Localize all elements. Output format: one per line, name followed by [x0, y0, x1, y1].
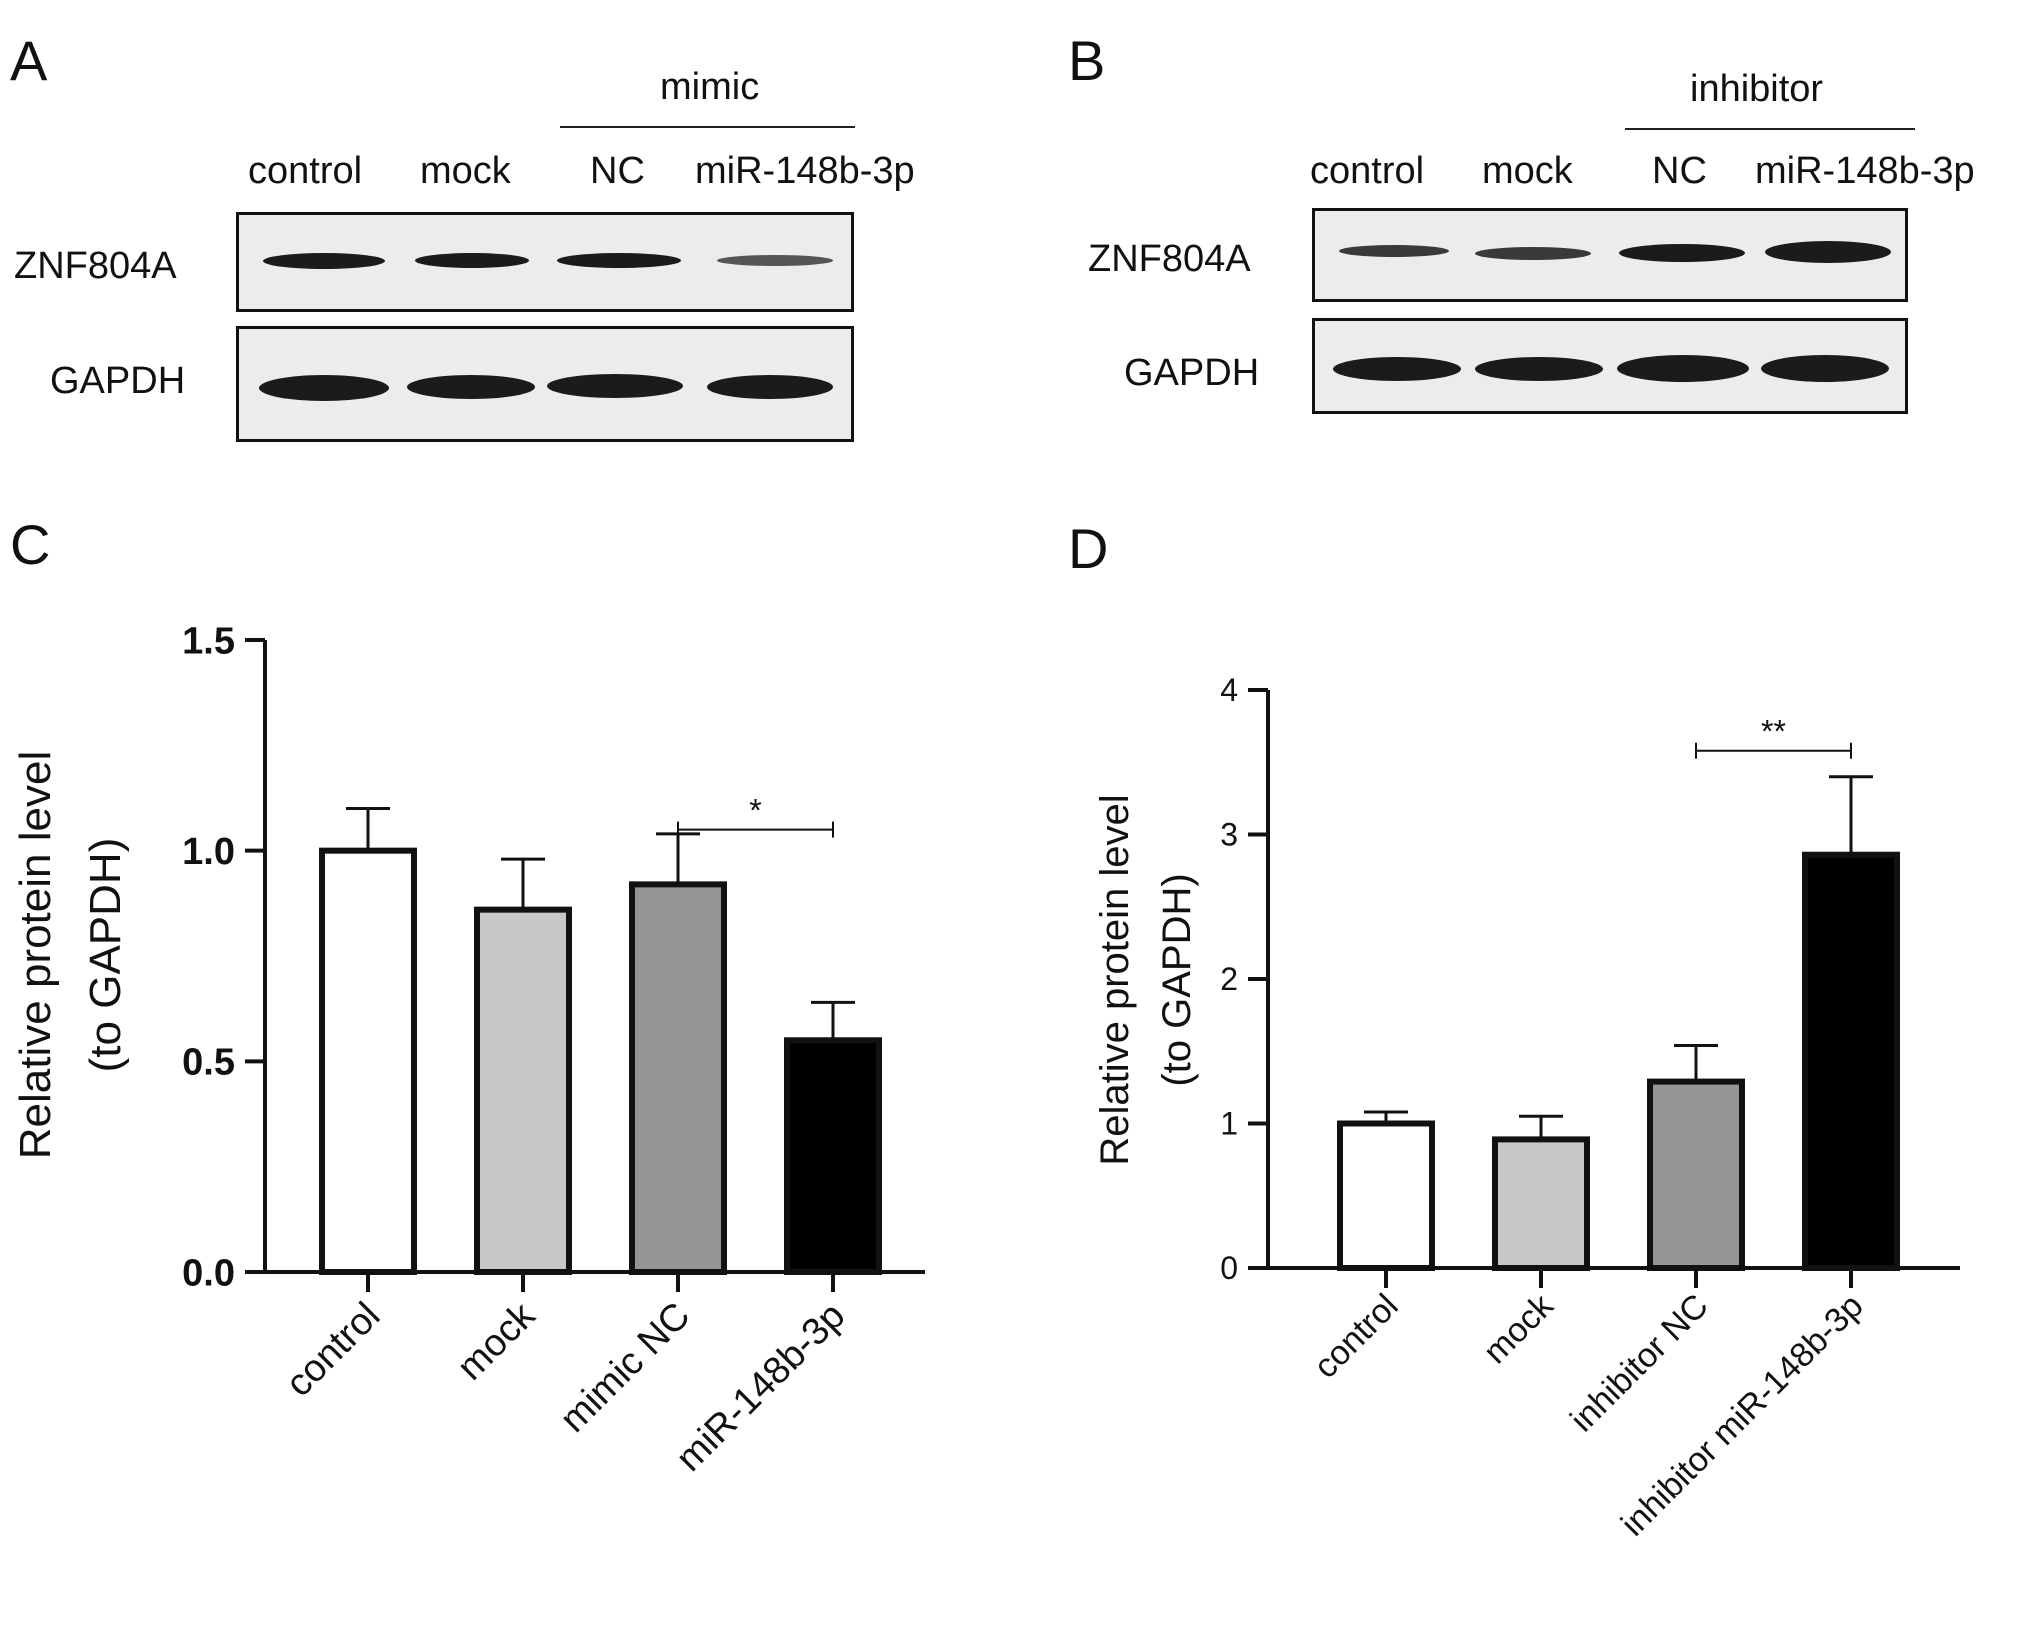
panel-b-lane-mock: mock [1482, 150, 1573, 192]
panel-a-lane-mir: miR-148b-3p [695, 150, 915, 192]
blot-band [547, 374, 683, 398]
panel-a-blot-gapdh [236, 326, 854, 442]
blot-band [1617, 355, 1749, 382]
blot-band [1333, 357, 1461, 381]
chart-c-bar-4 [784, 1037, 882, 1276]
chart-d-y-label-line2: (to GAPDH) [1155, 873, 1199, 1086]
panel-b-lane-nc: NC [1652, 150, 1707, 192]
chart-d-bar-3 [1647, 1078, 1745, 1271]
panel-b-lane-mir: miR-148b-3p [1755, 150, 1975, 192]
panel-a-blot-znf804a [236, 212, 854, 312]
panel-b-row-znf804a: ZNF804A [1088, 238, 1251, 280]
chart-d-y-tick-label: 4 [1220, 672, 1238, 708]
blot-band [1619, 244, 1745, 262]
blot-band [259, 375, 389, 401]
chart-c-y-tick-label: 1.5 [182, 620, 235, 662]
chart-d-y-label-line1: Relative protein level [1093, 794, 1137, 1165]
blot-band [1475, 357, 1603, 381]
chart-c-bar-3 [629, 881, 727, 1276]
panel-a-group-line [560, 126, 855, 128]
chart-c-y-label-line1: Relative protein level [11, 751, 60, 1159]
panel-b-letter: B [1068, 29, 1106, 92]
panel-a-lane-nc: NC [590, 150, 645, 192]
chart-d-bar-1 [1337, 1120, 1435, 1271]
panel-d-letter: D [1068, 517, 1109, 580]
chart-c-category-label: control [278, 1295, 388, 1405]
chart-c-category-label: mock [449, 1294, 544, 1389]
panel-a-row-znf804a: ZNF804A [14, 245, 177, 287]
blot-band [1339, 245, 1449, 257]
chart-d-y-tick-label: 2 [1220, 961, 1238, 997]
chart-d-y-tick-label: 0 [1220, 1250, 1238, 1286]
blot-band [707, 375, 833, 399]
chart-d-significance-label: ** [1761, 714, 1786, 750]
panel-c-letter: C [10, 513, 51, 576]
blot-band [557, 253, 681, 268]
panel-b-blot-gapdh [1312, 318, 1908, 414]
panel-b-blot-znf804a [1312, 208, 1908, 302]
panel-b-lane-control: control [1310, 150, 1425, 192]
chart-c-y-tick-label: 1.0 [182, 831, 235, 873]
panel-a-lane-control: control [248, 150, 363, 192]
chart-c-bar-2 [474, 906, 572, 1275]
chart-d-category-label: mock [1476, 1286, 1561, 1371]
chart-c-bar-1 [319, 847, 417, 1276]
blot-band [407, 375, 535, 399]
panel-a-lane-mock: mock [420, 150, 511, 192]
chart-d-y-tick-label: 3 [1220, 817, 1238, 853]
blot-band [415, 253, 529, 268]
chart-d-category-label: control [1307, 1287, 1406, 1386]
chart-c-y-tick-label: 0.5 [182, 1042, 235, 1084]
panel-b-row-gapdh: GAPDH [1124, 352, 1260, 394]
chart-d-category-label: inhibitor NC [1563, 1287, 1715, 1439]
chart-d-y-tick-label: 1 [1220, 1106, 1238, 1142]
chart-d-bar-2 [1492, 1136, 1590, 1272]
panel-a-group-label: mimic [660, 66, 760, 108]
chart-c-category-label: mimic NC [552, 1295, 698, 1441]
blot-band [717, 255, 833, 266]
chart-c-significance-label: * [749, 793, 761, 829]
panel-a-letter: A [10, 29, 48, 92]
chart-c-y-label-line2: (to GAPDH) [81, 838, 130, 1073]
chart-d-bar-4 [1802, 851, 1900, 1271]
blot-band [1761, 355, 1889, 382]
blot-band [1765, 241, 1891, 263]
chart-c-y-tick-label: 0.0 [182, 1252, 235, 1294]
panel-b-group-label: inhibitor [1690, 68, 1824, 110]
panel-a-row-gapdh: GAPDH [50, 360, 186, 402]
blot-band [263, 253, 385, 269]
blot-band [1475, 247, 1591, 260]
panel-b-group-line [1625, 128, 1915, 130]
